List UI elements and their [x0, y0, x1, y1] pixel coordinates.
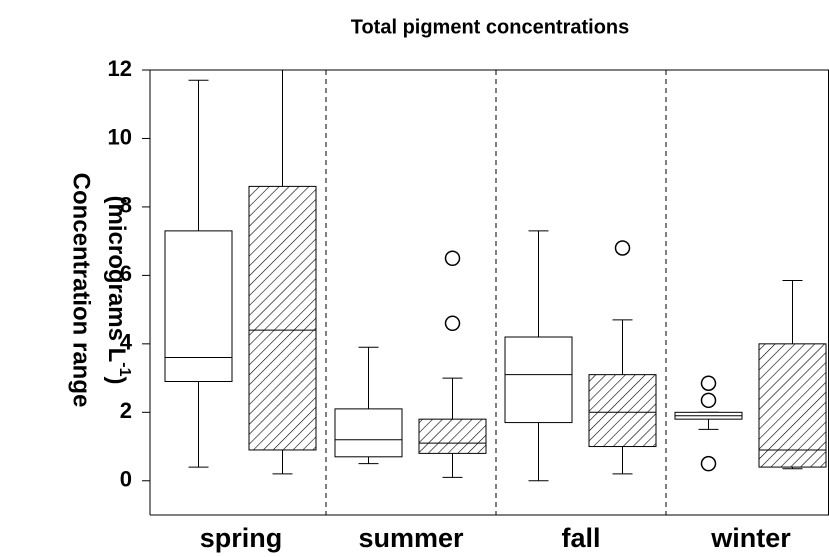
x-tick-label: fall: [561, 523, 600, 553]
y-tick-label: 6: [120, 261, 132, 286]
y-label-line: (micrograms L-1): [103, 196, 133, 385]
outlier: [444, 315, 461, 332]
y-tick-label: 4: [120, 330, 133, 355]
box: [588, 374, 657, 448]
y-tick-label: 2: [120, 398, 132, 423]
y-tick-label: 0: [120, 467, 132, 492]
y-label-line: Concentration range: [68, 173, 95, 408]
x-tick-label: summer: [358, 523, 464, 553]
box: [164, 230, 233, 382]
y-tick-label: 12: [108, 56, 132, 81]
outlier: [700, 455, 717, 472]
y-tick-label: 10: [108, 124, 132, 149]
outlier: [444, 250, 461, 267]
chart-title: Total pigment concentrations: [351, 16, 630, 38]
y-label-sup: -1: [116, 362, 133, 376]
box: [504, 336, 573, 424]
outlier: [700, 392, 717, 409]
x-tick-label: spring: [200, 523, 283, 553]
y-label-part: ): [103, 376, 130, 384]
y-axis-label: Concentration range (micrograms L-1): [68, 173, 133, 408]
box: [758, 343, 827, 468]
y-label-part: (micrograms L: [103, 196, 130, 363]
box: [334, 408, 403, 458]
box: [248, 185, 317, 451]
plot-area: [164, 70, 827, 482]
outlier: [614, 240, 631, 256]
box: [418, 418, 487, 454]
outlier: [700, 375, 717, 391]
x-tick-label: winter: [710, 523, 791, 553]
y-tick-label: 8: [120, 193, 132, 218]
